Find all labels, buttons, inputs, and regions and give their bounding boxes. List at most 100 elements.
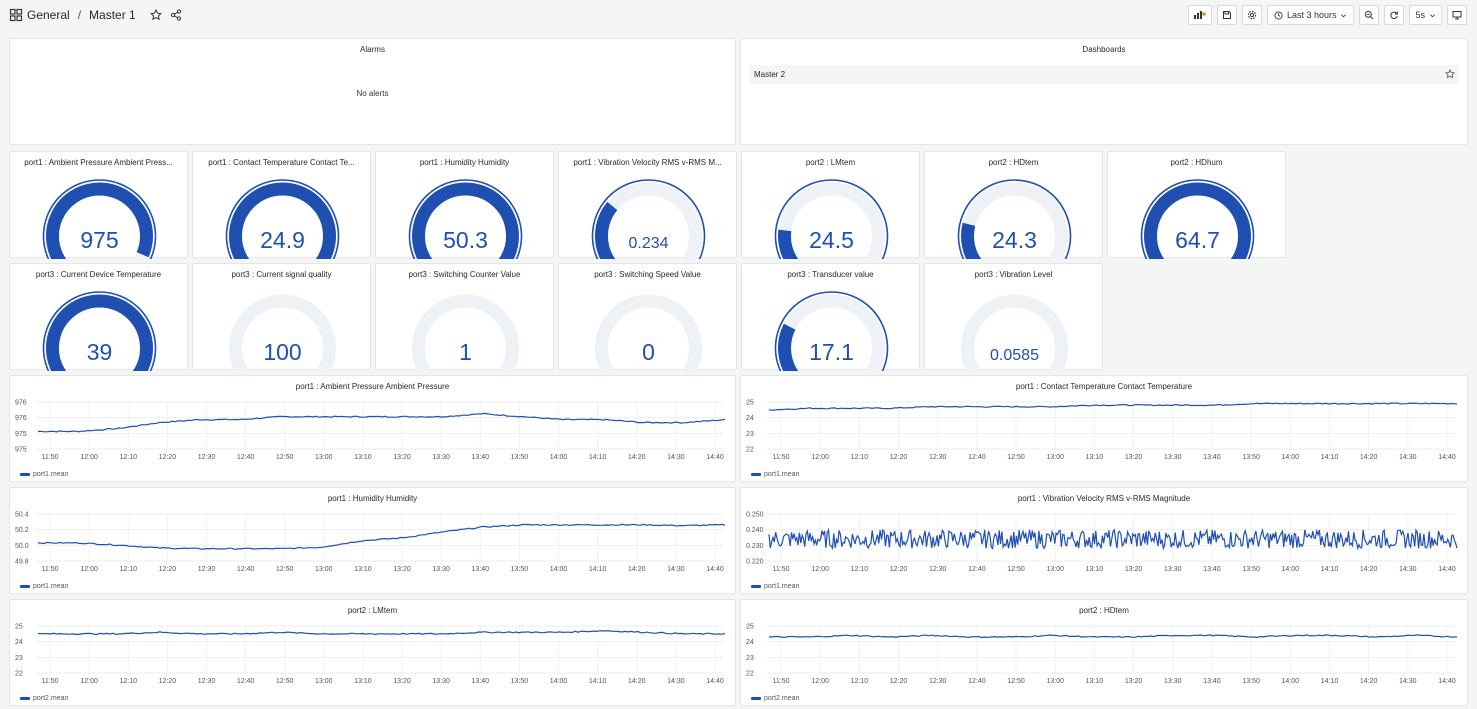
timeseries-panel: port2 : HDtem 25 24 23 22 11:50 12:00 12:10 12:2…: [740, 599, 1468, 706]
gauge-fill: [46, 182, 153, 259]
x-tick-label: 14:30: [1399, 566, 1417, 573]
x-tick-label: 14:40: [1438, 678, 1456, 685]
gauge-panel: port3 : Vibration Level 0.0585: [924, 263, 1103, 371]
y-tick-label: 23: [15, 655, 23, 662]
legend[interactable]: port1.mean: [751, 583, 799, 590]
gauge-threshold: [957, 179, 1072, 259]
x-tick-label: 14:20: [1360, 678, 1378, 685]
gauge-threshold: [408, 179, 523, 259]
x-tick-label: 11:50: [42, 454, 59, 461]
star-icon[interactable]: [1445, 69, 1455, 79]
x-tick-label: 12:20: [159, 566, 177, 573]
y-tick-label: 976: [15, 400, 27, 407]
x-tick-label: 13:50: [1242, 678, 1260, 685]
legend-label: port1.mean: [33, 583, 69, 590]
x-tick-label: 12:40: [968, 566, 986, 573]
gauge-chart: 0.234: [591, 179, 706, 259]
legend[interactable]: port2.mean: [20, 695, 68, 702]
x-tick-label: 12:50: [276, 454, 294, 461]
gauge-value: 24.3: [992, 227, 1037, 253]
x-tick-label: 14:40: [1438, 566, 1456, 573]
series-line: [768, 402, 1458, 411]
gauge-value: 0.234: [628, 235, 668, 252]
x-tick-label: 13:30: [1164, 566, 1182, 573]
y-tick-label: 50.0: [15, 543, 29, 550]
x-tick-label: 13:10: [1086, 566, 1104, 573]
breadcrumb-folder-link[interactable]: General: [27, 8, 70, 22]
tv-mode-button[interactable]: [1447, 5, 1467, 25]
x-tick-label: 13:00: [1046, 566, 1064, 573]
x-tick-label: 14:00: [1282, 678, 1300, 685]
legend-swatch: [751, 697, 761, 700]
x-tick-label: 12:50: [1007, 566, 1025, 573]
legend-label: port1.mean: [33, 471, 69, 478]
timeseries-panel: port1 : Humidity Humidity 50.4 50.2 50.0 49.…: [9, 487, 736, 594]
gauge-value: 24.5: [809, 227, 854, 253]
timeseries-chart: 0.250 0.240 0.230 0.220 11:50 12:00 12:10 12:20…: [746, 512, 1458, 573]
gauge-threshold: [774, 179, 889, 259]
y-tick-label: 49.8: [15, 559, 29, 566]
share-icon[interactable]: [170, 9, 182, 21]
zoom-out-button[interactable]: [1359, 5, 1380, 25]
x-tick-label: 14:30: [667, 678, 685, 685]
x-tick-label: 14:20: [628, 566, 646, 573]
legend[interactable]: port1.mean: [20, 583, 68, 590]
dashboard-list-item[interactable]: Master 2: [749, 65, 1459, 84]
x-tick-label: 13:00: [315, 454, 333, 461]
gauge-chart: 17.1: [774, 291, 889, 371]
x-tick-label: 13:20: [393, 678, 411, 685]
gauge-chart: 64.7: [1140, 179, 1255, 259]
timeseries-chart: 25 24 23 22 11:50 12:00 12:10 12:20 12:30 12:40 12…: [746, 400, 1458, 461]
x-tick-label: 14:00: [550, 454, 568, 461]
x-tick-label: 13:10: [354, 678, 372, 685]
save-dashboard-button[interactable]: [1216, 5, 1237, 25]
x-tick-label: 12:20: [890, 678, 908, 685]
legend[interactable]: port1.mean: [751, 471, 799, 478]
gauge-threshold: [42, 179, 157, 259]
settings-button[interactable]: [1241, 5, 1262, 25]
y-tick-label: 975: [15, 431, 27, 438]
x-tick-label: 13:10: [354, 454, 372, 461]
time-range-picker[interactable]: Last 3 hours: [1266, 5, 1355, 25]
x-tick-label: 14:30: [667, 454, 685, 461]
timeseries-panel: port1 : Ambient Pressure Ambient Pressur…: [9, 375, 736, 482]
gauge-value: 24.9: [260, 227, 305, 253]
x-tick-label: 12:50: [276, 678, 294, 685]
x-tick-label: 13:00: [1046, 678, 1064, 685]
top-nav: General / Master 1 Last 3 hours 5s: [0, 0, 1477, 30]
refresh-button[interactable]: [1384, 5, 1405, 25]
legend[interactable]: port1.mean: [20, 471, 68, 478]
x-tick-label: 13:00: [1046, 454, 1064, 461]
gauge-chart: 24.9: [225, 179, 340, 259]
x-tick-label: 14:00: [1282, 566, 1300, 573]
x-tick-label: 12:40: [237, 678, 255, 685]
x-tick-label: 13:30: [432, 566, 450, 573]
refresh-interval-label: 5s: [1415, 10, 1425, 20]
x-tick-label: 11:50: [773, 454, 790, 461]
add-panel-button[interactable]: [1187, 5, 1212, 25]
x-tick-label: 13:20: [1125, 678, 1143, 685]
x-tick-label: 12:00: [80, 678, 98, 685]
legend-swatch: [751, 473, 761, 476]
x-tick-label: 14:20: [1360, 566, 1378, 573]
legend[interactable]: port2.mean: [751, 695, 799, 702]
star-icon[interactable]: [149, 9, 162, 21]
y-tick-label: 24: [746, 415, 754, 422]
x-tick-label: 12:40: [968, 678, 986, 685]
legend-swatch: [751, 585, 761, 588]
x-tick-label: 12:00: [811, 454, 829, 461]
x-tick-label: 12:40: [237, 566, 255, 573]
x-tick-label: 14:20: [628, 678, 646, 685]
x-tick-label: 13:20: [1125, 454, 1143, 461]
refresh-interval-picker[interactable]: 5s: [1409, 5, 1442, 25]
x-tick-label: 12:10: [119, 678, 137, 685]
gauge-panel: port1 : Vibration Velocity RMS v-RMS M..…: [558, 151, 737, 259]
save-icon: [1222, 11, 1231, 19]
chevron-down-icon: [1341, 13, 1347, 17]
gauge-value: 1: [459, 339, 472, 365]
x-tick-label: 12:00: [80, 454, 98, 461]
y-tick-label: 975: [15, 447, 27, 454]
gauge-chart: 975: [42, 179, 157, 259]
gauge-panel: port1 : Humidity Humidity 50.3: [375, 151, 554, 259]
gauge-value: 0.0585: [990, 347, 1039, 364]
